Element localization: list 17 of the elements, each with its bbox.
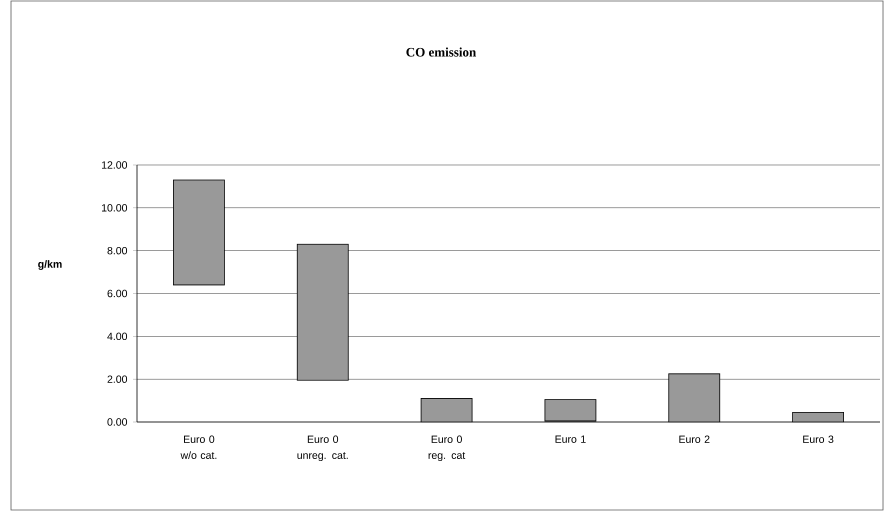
y-tick-label: 10.00	[102, 204, 128, 212]
y-tick-label: 12.00	[102, 161, 128, 169]
x-tick-label: Euro 0 reg. cat	[428, 436, 466, 462]
y-axis-title: g/km	[38, 260, 62, 270]
y-tick-label: 8.00	[107, 246, 128, 254]
x-tick-label: Euro 0 unreg. cat.	[297, 436, 348, 462]
y-tick-label: 2.00	[108, 375, 128, 383]
x-tick-label: Euro 3	[803, 436, 834, 443]
chart-title: CO emission	[406, 47, 476, 57]
y-tick-label: 4.00	[107, 332, 128, 340]
y-tick-label: 6.00	[108, 290, 128, 298]
x-tick-label: Euro 2	[679, 436, 710, 443]
bar	[296, 244, 349, 381]
y-tick-label: 0.00	[107, 418, 128, 426]
x-tick-label: Euro 1	[556, 436, 586, 443]
x-tick-label: Euro 0 w/o cat.	[180, 436, 216, 459]
bar	[173, 180, 225, 286]
